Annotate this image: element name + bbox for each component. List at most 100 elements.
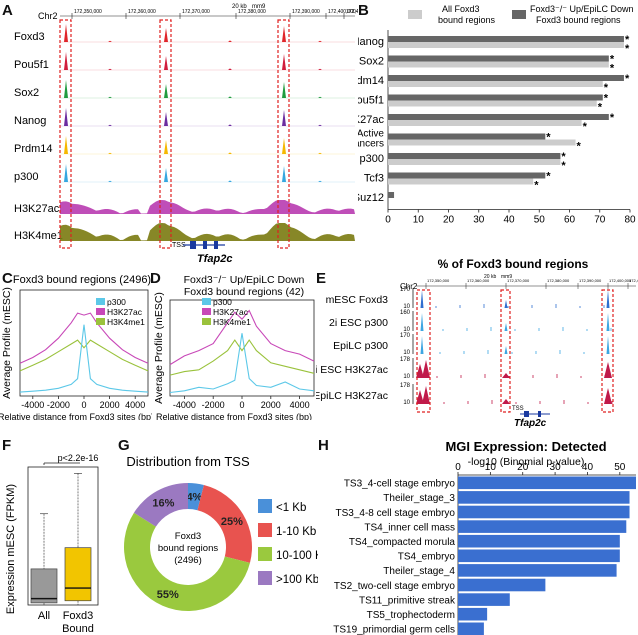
panel-b-star: * — [610, 54, 615, 66]
panel-h-category-label: TS19_primordial germ cells — [333, 625, 455, 635]
panel-a-tss: TSS — [172, 242, 186, 249]
panel-a-coord: 172,360,000 — [128, 9, 156, 15]
panel-e-track-min: 10 — [403, 327, 410, 333]
panel-a-track-labels: Foxd3 Pou5f1 Sox2 Nanog Prdm14 p300 H3K27ac H3K… — [14, 31, 63, 242]
panel-a-peak — [228, 96, 232, 98]
panel-g-slice — [133, 483, 188, 527]
panel-d-chart: Foxd3⁻/⁻ Up/EpiLC Down Foxd3 bound regio… — [153, 274, 315, 420]
panel-d-legend-label: H3K4me1 — [213, 317, 251, 327]
panel-h-bar — [458, 505, 630, 519]
panel-e-peak — [422, 360, 430, 378]
panel-a-peak — [282, 54, 286, 70]
panel-c-xtick-label: -4000 — [21, 400, 44, 410]
panel-e-track-max: 170 — [400, 287, 411, 293]
panel-a-peak — [282, 26, 286, 42]
panel-e-peak — [606, 313, 610, 331]
panel-label-b: B — [358, 2, 369, 19]
panel-a-peak — [108, 96, 112, 98]
panel-c-legend-swatch — [96, 298, 105, 305]
panel-a-peak — [318, 68, 322, 70]
panel-d-xtick-label: 4000 — [290, 400, 310, 410]
panel-b-xtick-label: 50 — [534, 215, 546, 226]
panel-a-build: mm9 — [252, 4, 266, 10]
panel-h-bar — [458, 476, 636, 490]
panel-b-bar-light — [388, 178, 534, 185]
panel-h-xlabel: -log10 (Binomial p-value) — [468, 456, 585, 468]
panel-b-xtick-label: 30 — [473, 215, 485, 226]
panel-label-c: C — [2, 270, 13, 287]
panel-h-xtick-label: 40 — [582, 462, 594, 473]
panel-d-title-2: Foxd3 bound regions (42) — [184, 286, 304, 298]
panel-label-h: H — [318, 437, 329, 454]
panel-e-track-min: 10 — [403, 374, 410, 380]
panel-a-signal — [60, 223, 355, 241]
panel-e-peak — [504, 323, 508, 331]
panel-b-star: * — [604, 82, 609, 94]
panel-b-bar-light — [388, 61, 609, 68]
panel-g-legend-label: <1 Kb — [276, 502, 306, 514]
panel-b-category-label: Nanog — [358, 36, 384, 48]
panel-b-xtick-label: 70 — [594, 215, 606, 226]
panel-a-peak — [64, 108, 68, 126]
panel-b-xtick-label: 0 — [385, 215, 391, 226]
panel-d-xtick-label: -4000 — [173, 400, 196, 410]
panel-f-ylabel: Expression mESC (FPKM) — [5, 484, 17, 614]
panel-b-star: * — [561, 151, 566, 163]
panel-g-slice-label: 16% — [152, 497, 174, 509]
panel-b-legend-2b: Foxd3 bound regions — [536, 15, 621, 25]
panel-e-track-min: 10 — [403, 400, 410, 406]
panel-a-peak — [164, 28, 168, 42]
panel-f-cat-1: All — [38, 610, 50, 622]
panel-c-legend-label: p300 — [107, 297, 126, 307]
panel-e-build: mm9 — [501, 274, 512, 280]
panel-e-gene-name: Tfap2c — [514, 418, 547, 429]
panel-h-category-label: TS11_primitive streak — [359, 595, 456, 606]
panel-a-peak — [164, 84, 168, 98]
panel-g-center-3: (2496) — [174, 555, 201, 566]
panel-f-cat-2a: Foxd3 — [63, 610, 94, 622]
panel-b-bar-dark — [388, 94, 603, 101]
panel-e-coord: 172,400,000 — [609, 278, 632, 283]
panel-g-center-2: bound regions — [158, 543, 218, 554]
panel-h-xtick-label: 20 — [517, 462, 529, 473]
panel-e-peak — [604, 362, 612, 378]
panel-a-peak — [228, 180, 232, 182]
panel-b-xtick-label: 80 — [624, 215, 636, 226]
panel-e-peak — [606, 336, 610, 354]
panel-h-bar — [458, 520, 627, 533]
panel-b-xtick-label: 20 — [443, 215, 455, 226]
panel-e-track-max: 178 — [400, 357, 411, 363]
panel-a-track-label: Foxd3 — [14, 31, 45, 43]
panel-e-coord: 172,380,000 — [547, 278, 570, 283]
panel-a-peak — [64, 164, 68, 182]
panel-f-pvalue: p<2.2e-16 — [58, 453, 99, 463]
panel-e-coord: 172,350,000 — [427, 278, 450, 283]
panel-e-track-max: 160 — [400, 310, 411, 316]
panel-a-peak — [282, 166, 286, 182]
panel-f-chart: p<2.2e-16 Expression mESC (FPKM) All Fox… — [5, 453, 99, 635]
panel-b-category-label: Sox2 — [359, 56, 384, 68]
panel-g-slice — [197, 485, 252, 563]
panel-a-scale: 20 kb — [232, 4, 247, 10]
panel-c-xlabel: Relative distance from Foxd3 sites (bp) — [0, 412, 152, 420]
panel-h-title: MGI Expression: Detected — [445, 439, 606, 454]
panel-d-legend-swatch — [202, 298, 211, 305]
panel-h-category-label: TS4_compacted morula — [349, 537, 456, 548]
panel-a-peak — [164, 168, 168, 182]
panel-a-peak — [228, 124, 232, 126]
panel-d-title-1: Foxd3⁻/⁻ Up/EpiLC Down — [184, 274, 305, 286]
panel-a-coord: 172,350,000 — [74, 9, 102, 15]
panel-a-peak — [108, 124, 112, 126]
panel-b-legend-swatch-1 — [408, 10, 422, 19]
panel-a-coord: 172,400,000 — [328, 9, 356, 15]
panel-a-peak — [164, 112, 168, 126]
panel-g-legend-label: >100 Kb — [276, 574, 318, 586]
panel-c-frame — [19, 289, 149, 397]
panel-b-star: * — [546, 171, 551, 183]
panel-a-track-label: p300 — [14, 171, 38, 183]
panel-h-bar — [458, 578, 546, 592]
panel-b-star: * — [598, 102, 603, 114]
panel-a-highlight-box-2 — [159, 19, 172, 249]
panel-d-line-h3k4me1 — [169, 339, 315, 376]
panel-h-category-label: Theiler_stage_3 — [383, 493, 455, 504]
